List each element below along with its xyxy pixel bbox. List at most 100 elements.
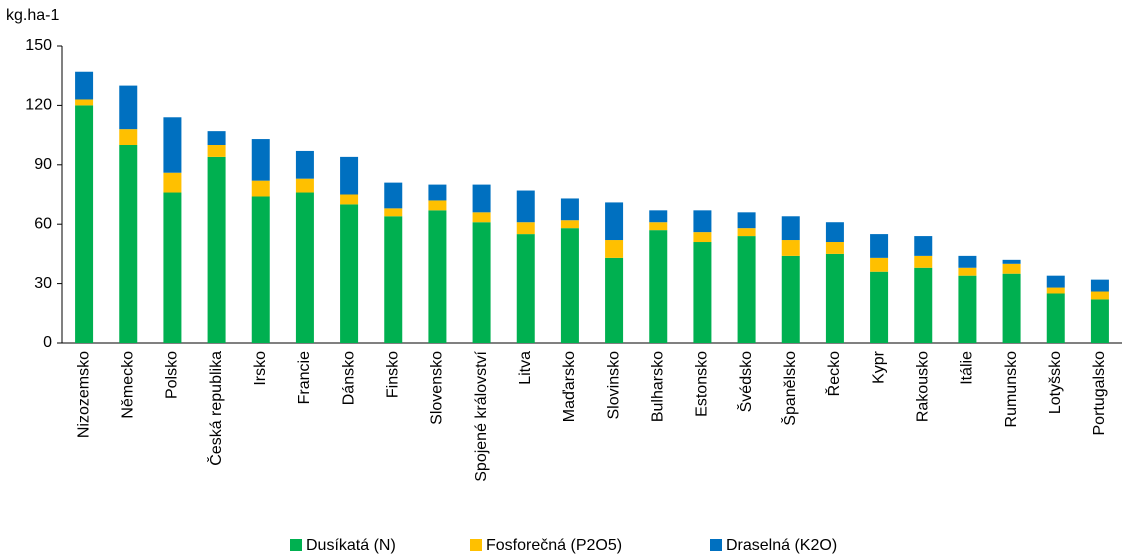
bar-segment xyxy=(870,234,889,258)
x-tick-label: Bulharsko xyxy=(649,351,666,422)
bar-segment xyxy=(914,267,933,343)
bar-segment xyxy=(472,222,491,343)
bar-segment xyxy=(75,71,94,100)
x-tick-label: Švédsko xyxy=(736,351,755,412)
bar-segment xyxy=(516,222,535,235)
bar-segment xyxy=(384,208,403,217)
legend-swatch xyxy=(470,539,482,551)
bar-segment xyxy=(384,182,403,209)
bar-segment xyxy=(1002,273,1021,343)
bar-segment xyxy=(649,222,668,231)
bar-segment xyxy=(295,178,314,193)
bar-segment xyxy=(295,150,314,179)
bar-segment xyxy=(340,194,359,205)
bar-segment xyxy=(605,202,624,241)
x-tick-label: Dánsko xyxy=(340,351,357,405)
bar-segment xyxy=(870,257,889,272)
x-tick-label: Polsko xyxy=(164,351,181,399)
bar-segment xyxy=(428,184,447,201)
y-axis-label: kg.ha-1 xyxy=(6,7,59,24)
bar-segment xyxy=(560,198,579,221)
x-tick-label: Řecko xyxy=(824,351,843,396)
bar-segment xyxy=(251,139,270,181)
bar-segment xyxy=(605,257,624,343)
legend-label: Dusíkatá (N) xyxy=(306,537,396,554)
bar-segment xyxy=(781,240,800,256)
bar-segment xyxy=(207,145,226,157)
bar-segment xyxy=(472,184,491,213)
bar-segment xyxy=(1002,263,1021,274)
bar-segment xyxy=(737,236,756,343)
bar-segment xyxy=(1090,279,1109,292)
bar-segment xyxy=(75,99,94,106)
legend-label: Draselná (K2O) xyxy=(726,537,837,554)
x-tick-label: Finsko xyxy=(384,351,401,398)
bar-segment xyxy=(1090,291,1109,300)
x-tick-label: Maďarsko xyxy=(561,351,578,422)
legend-label: Fosforečná (P2O5) xyxy=(486,537,622,554)
x-tick-label: Slovensko xyxy=(429,351,446,425)
bar-segment xyxy=(560,220,579,229)
bar-segment xyxy=(605,240,624,258)
bar-segment xyxy=(693,242,712,343)
x-tick-label: Rakousko xyxy=(914,351,931,422)
bar-segment xyxy=(1046,293,1065,343)
bar-segment xyxy=(825,253,844,343)
bar-segment xyxy=(1046,287,1065,294)
bar-segment xyxy=(340,156,359,195)
bar-segment xyxy=(295,192,314,343)
bar-segment xyxy=(119,129,138,145)
bar-segment xyxy=(472,212,491,223)
bar-segment xyxy=(870,271,889,343)
y-tick-label: 150 xyxy=(25,37,52,54)
bar-segment xyxy=(163,172,182,193)
bar-segment xyxy=(781,255,800,343)
x-tick-label: Španělsko xyxy=(780,351,799,426)
bar-segment xyxy=(516,234,535,343)
bar-segment xyxy=(1046,275,1065,288)
x-tick-label: Spojené království xyxy=(473,350,490,481)
x-tick-label: Estonsko xyxy=(694,351,711,417)
bar-segment xyxy=(251,180,270,197)
bar-segment xyxy=(914,236,933,256)
x-tick-label: Česká republika xyxy=(206,351,225,466)
bar-segment xyxy=(693,232,712,243)
x-tick-label: Francie xyxy=(296,351,313,404)
bar-segment xyxy=(958,267,977,276)
bar-segment xyxy=(384,216,403,343)
x-tick-label: Slovinsko xyxy=(605,351,622,420)
bar-segment xyxy=(560,228,579,343)
bar-segment xyxy=(75,105,94,344)
bar-segment xyxy=(1090,299,1109,343)
bar-segment xyxy=(914,255,933,268)
x-tick-label: Nizozemsko xyxy=(75,351,92,438)
legend-swatch xyxy=(290,539,302,551)
y-tick-label: 60 xyxy=(34,215,52,232)
bar-segment xyxy=(737,228,756,237)
x-tick-label: Irsko xyxy=(252,351,269,386)
bar-segment xyxy=(163,192,182,343)
y-tick-label: 90 xyxy=(34,156,52,173)
bar-segment xyxy=(207,131,226,145)
bar-segment xyxy=(781,216,800,241)
bar-segment xyxy=(428,200,447,211)
bar-segment xyxy=(693,210,712,233)
bar-segment xyxy=(119,145,138,343)
bar-segment xyxy=(119,85,138,130)
legend-swatch xyxy=(710,539,722,551)
bar-segment xyxy=(737,212,756,229)
bar-segment xyxy=(958,255,977,268)
y-tick-label: 0 xyxy=(43,334,52,351)
bar-segment xyxy=(207,156,226,343)
bar-segment xyxy=(251,196,270,343)
bar-segment xyxy=(649,230,668,343)
bar-segment xyxy=(649,210,668,223)
x-tick-label: Litva xyxy=(517,351,534,385)
bar-segment xyxy=(825,242,844,254)
x-tick-label: Kypr xyxy=(870,350,887,384)
x-tick-label: Lotyšsko xyxy=(1047,351,1064,414)
x-tick-label: Itálie xyxy=(959,351,976,385)
bar-segment xyxy=(825,222,844,243)
bar-segment xyxy=(340,204,359,343)
